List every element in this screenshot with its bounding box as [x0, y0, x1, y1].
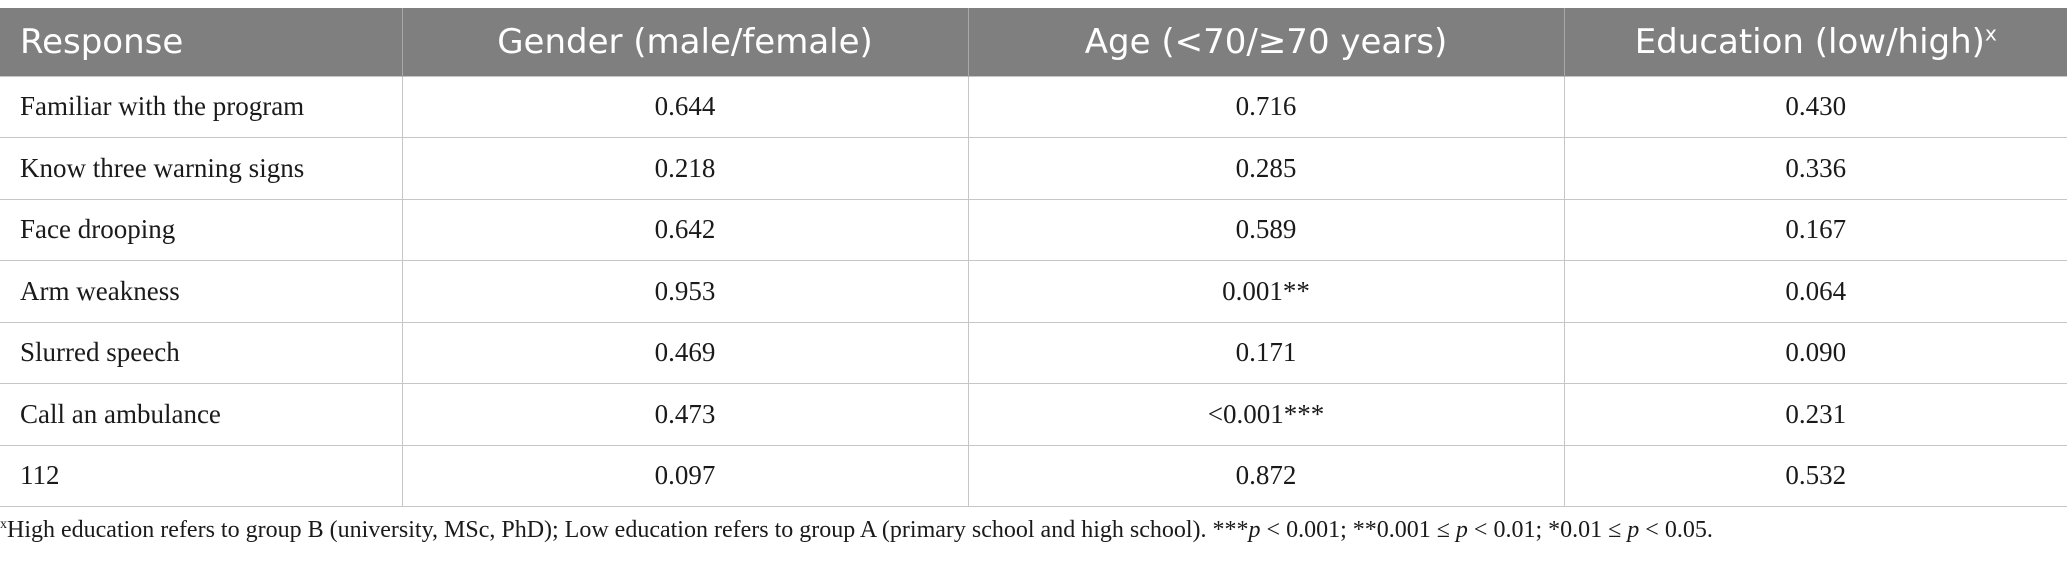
footnote-p-symbol-2: p: [1455, 517, 1468, 543]
header-gender: Gender (male/female): [401, 8, 968, 76]
row-label: Face drooping: [0, 198, 403, 261]
footnote-text-4: < 0.05.: [1639, 517, 1713, 543]
header-education-label: Education (low/high): [1634, 21, 1985, 62]
age-value: 0.171: [967, 321, 1565, 384]
row-label: Familiar with the program: [0, 75, 403, 138]
gender-value: 0.097: [401, 444, 969, 507]
header-gender-label: Gender (male/female): [497, 21, 873, 62]
education-value: 0.167: [1563, 198, 2067, 261]
table-row: Arm weakness 0.953 0.001** 0.064: [0, 260, 2067, 323]
header-response-label: Response: [20, 21, 184, 62]
gender-value: 0.642: [401, 198, 969, 261]
gender-value: 0.469: [401, 321, 969, 384]
results-table: Response Gender (male/female) Age (<70/≥…: [0, 8, 2067, 507]
education-value: 0.336: [1563, 137, 2067, 200]
table-footnote: xHigh education refers to group B (unive…: [0, 517, 2067, 544]
gender-value: 0.473: [401, 383, 969, 446]
table-row: 112 0.097 0.872 0.532: [0, 444, 2067, 507]
age-value: 0.001**: [967, 260, 1565, 323]
header-footnote-marker: x: [1984, 21, 1997, 46]
table-body: Familiar with the program 0.644 0.716 0.…: [0, 75, 2067, 507]
header-education: Education (low/high)x: [1563, 8, 2067, 76]
age-value: 0.716: [967, 75, 1565, 138]
education-value: 0.090: [1563, 321, 2067, 384]
age-value: 0.285: [967, 137, 1565, 200]
footnote-text-2: < 0.001; **0.001 ≤: [1260, 517, 1456, 543]
header-response: Response: [0, 8, 402, 76]
table-row: Slurred speech 0.469 0.171 0.090: [0, 321, 2067, 384]
gender-value: 0.953: [401, 260, 969, 323]
table-row: Familiar with the program 0.644 0.716 0.…: [0, 75, 2067, 138]
age-value: <0.001***: [967, 383, 1565, 446]
header-row: Response Gender (male/female) Age (<70/≥…: [0, 8, 2067, 76]
age-value: 0.589: [967, 198, 1565, 261]
row-label: Slurred speech: [0, 321, 403, 384]
footnote-p-symbol-1: p: [1248, 517, 1261, 543]
footnote-p-symbol-3: p: [1627, 517, 1640, 543]
row-label: 112: [0, 444, 403, 507]
row-label: Arm weakness: [0, 260, 403, 323]
education-value: 0.231: [1563, 383, 2067, 446]
footnote-marker: x: [0, 517, 7, 532]
table-row: Know three warning signs 0.218 0.285 0.3…: [0, 137, 2067, 200]
row-label: Know three warning signs: [0, 137, 403, 200]
header-age: Age (<70/≥70 years): [967, 8, 1564, 76]
table-row: Face drooping 0.642 0.589 0.167: [0, 198, 2067, 261]
age-value: 0.872: [967, 444, 1565, 507]
education-value: 0.532: [1563, 444, 2067, 507]
gender-value: 0.218: [401, 137, 969, 200]
table-row: Call an ambulance 0.473 <0.001*** 0.231: [0, 383, 2067, 446]
table-header: Response Gender (male/female) Age (<70/≥…: [0, 8, 2067, 76]
footnote-text-3: < 0.01; *0.01 ≤: [1467, 517, 1628, 543]
footnote-text-1: High education refers to group B (univer…: [7, 517, 1249, 543]
gender-value: 0.644: [401, 75, 969, 138]
education-value: 0.064: [1563, 260, 2067, 323]
header-age-label: Age (<70/≥70 years): [1084, 21, 1448, 62]
row-label: Call an ambulance: [0, 383, 403, 446]
education-value: 0.430: [1563, 75, 2067, 138]
